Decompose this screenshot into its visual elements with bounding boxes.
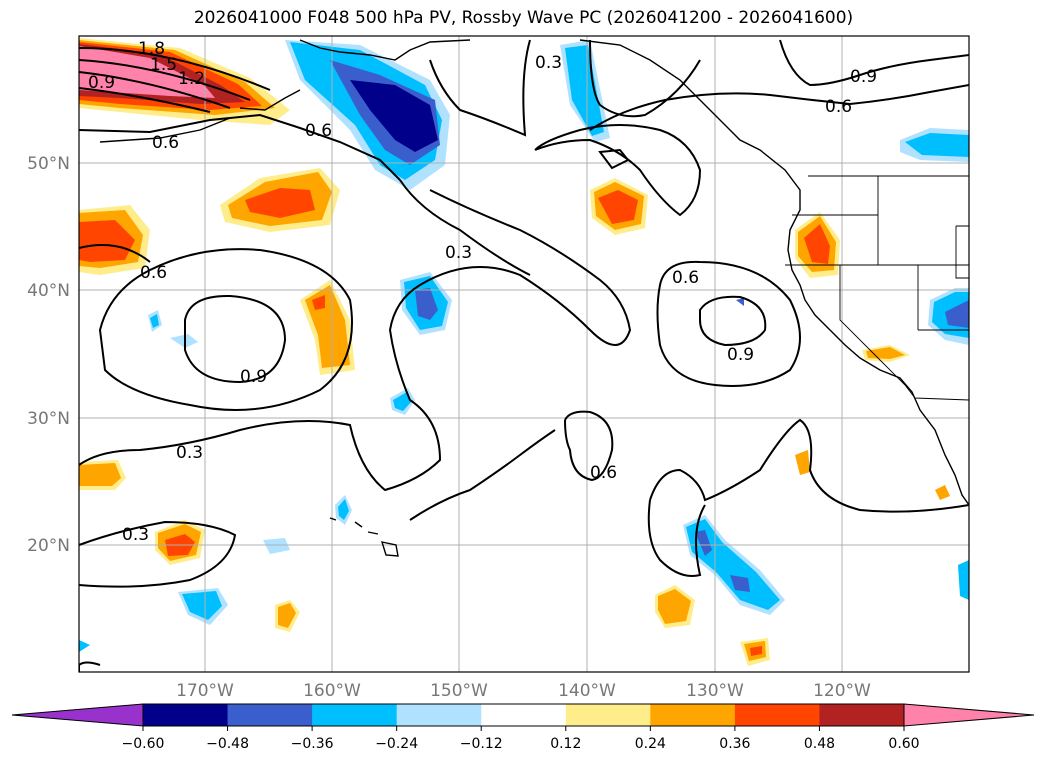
contour-label: 0.3 (122, 525, 149, 545)
map-gridlines (79, 36, 969, 672)
contour-label: 1.8 (138, 39, 165, 59)
figure-title: 2026041000 F048 500 hPa PV, Rossby Wave … (193, 8, 854, 28)
colorbar-tick-label: 0.24 (635, 736, 666, 752)
contour-label: 1.5 (150, 55, 177, 75)
pv-shading (79, 38, 969, 666)
lat-tick: 30°N (27, 409, 70, 429)
lon-tick: 150°W (430, 681, 488, 701)
colorbar-tick-label: −0.12 (460, 736, 503, 752)
map-frame (78, 35, 970, 673)
lat-axis: 50°N 40°N 30°N 20°N (27, 154, 70, 556)
colorbar-bin (565, 704, 651, 726)
lon-tick: 120°W (813, 681, 871, 701)
colorbar-tick-label: 0.48 (804, 736, 835, 752)
contour-label: 0.3 (445, 243, 472, 263)
coastlines (99, 39, 969, 557)
colorbar-tick-label: −0.48 (206, 736, 249, 752)
contour-label: 0.9 (727, 345, 754, 365)
contour-label: 0.6 (305, 121, 332, 141)
contour-labels: 1.8 1.5 1.2 0.9 0.6 0.6 0.3 0.9 0.6 0.6 … (88, 39, 877, 545)
contour-label: 0.6 (140, 263, 167, 283)
colorbar-bin (650, 704, 736, 726)
colorbar-tick-label: −0.60 (122, 736, 165, 752)
colorbar-bin (143, 704, 229, 726)
colorbar-frame (142, 703, 905, 727)
colorbar-bin (819, 704, 905, 726)
lat-tick: 50°N (27, 154, 70, 174)
contour-label: 0.6 (590, 463, 617, 483)
colorbar-tick-label: 0.36 (719, 736, 750, 752)
pv-contours (79, 39, 969, 672)
contour-label: 0.3 (535, 53, 562, 73)
political-borders (785, 175, 969, 401)
colorbar-bin (481, 704, 567, 726)
contour-label: 0.6 (672, 268, 699, 288)
colorbar-bin (396, 704, 482, 726)
colorbar-bin (734, 704, 820, 726)
colorbar-extend-high (903, 703, 1035, 727)
map-area (79, 36, 969, 672)
colorbar: −0.60 −0.48 −0.36 −0.24 −0.12 0.12 0.24 0.36 0.4… (11, 703, 1035, 752)
colorbar-extend-low (11, 703, 144, 727)
lat-tick: 40°N (27, 281, 70, 301)
colorbar-tick-label: −0.36 (291, 736, 334, 752)
contour-label: 1.2 (178, 69, 205, 89)
colorbar-bin (312, 704, 398, 726)
colorbar-tick-label: 0.12 (550, 736, 581, 752)
contour-label: 0.9 (88, 73, 115, 93)
colorbar-bin (227, 704, 313, 726)
contour-label: 0.9 (240, 367, 267, 387)
lat-tick: 20°N (27, 536, 70, 556)
lon-tick: 170°W (176, 681, 234, 701)
lon-tick: 130°W (686, 681, 744, 701)
colorbar-tick-label: −0.24 (375, 736, 418, 752)
lon-axis: 170°W 160°W 150°W 140°W 130°W 120°W (176, 681, 871, 701)
contour-label: 0.9 (850, 67, 877, 87)
colorbar-tick-label: 0.60 (888, 736, 919, 752)
contour-label: 0.6 (152, 133, 179, 153)
contour-label: 0.6 (825, 97, 852, 117)
lon-tick: 140°W (558, 681, 616, 701)
contour-label: 0.3 (176, 443, 203, 463)
lon-tick: 160°W (303, 681, 361, 701)
